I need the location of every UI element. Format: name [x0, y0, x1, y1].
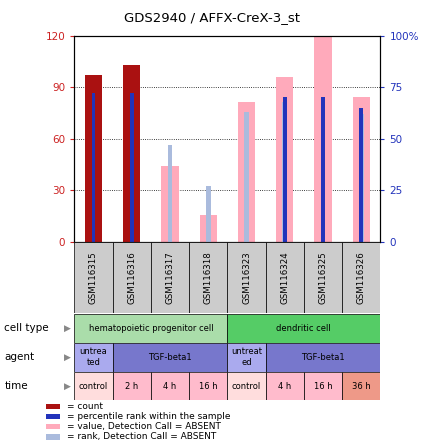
Text: 4 h: 4 h — [163, 381, 177, 391]
Bar — [85, 75, 102, 242]
Text: 36 h: 36 h — [352, 381, 371, 391]
Bar — [276, 77, 293, 242]
Bar — [266, 372, 304, 400]
Text: 16 h: 16 h — [199, 381, 218, 391]
Text: ▶: ▶ — [64, 353, 71, 362]
Text: ▶: ▶ — [64, 324, 71, 333]
Text: GSM116316: GSM116316 — [127, 251, 136, 304]
Text: ▶: ▶ — [64, 381, 71, 391]
Text: untreat
ed: untreat ed — [231, 348, 262, 367]
Text: = rank, Detection Call = ABSENT: = rank, Detection Call = ABSENT — [67, 432, 216, 441]
Bar — [46, 414, 60, 419]
Text: untrea
ted: untrea ted — [79, 348, 108, 367]
Bar — [167, 145, 173, 242]
Bar — [113, 343, 227, 372]
Text: TGF-beta1: TGF-beta1 — [148, 353, 192, 362]
Bar — [74, 314, 227, 343]
Text: 16 h: 16 h — [314, 381, 332, 391]
Text: GSM116323: GSM116323 — [242, 251, 251, 304]
Bar — [189, 372, 227, 400]
Bar — [46, 434, 60, 440]
Text: = value, Detection Call = ABSENT: = value, Detection Call = ABSENT — [67, 422, 221, 431]
Bar — [46, 404, 60, 409]
Text: 2 h: 2 h — [125, 381, 139, 391]
Bar — [244, 112, 249, 242]
Bar — [85, 93, 102, 242]
Bar — [74, 242, 113, 313]
Bar — [74, 372, 113, 400]
Bar — [283, 98, 286, 242]
Text: 4 h: 4 h — [278, 381, 292, 391]
Bar — [266, 242, 304, 313]
Text: control: control — [232, 381, 261, 391]
Text: control: control — [79, 381, 108, 391]
Bar — [200, 215, 217, 242]
Text: cell type: cell type — [4, 323, 49, 333]
Bar — [320, 102, 326, 242]
Bar — [304, 372, 342, 400]
Text: GSM116318: GSM116318 — [204, 251, 213, 304]
Bar — [360, 108, 363, 242]
Text: GDS2940 / AFFX-CreX-3_st: GDS2940 / AFFX-CreX-3_st — [125, 11, 300, 24]
Bar — [321, 98, 325, 242]
Text: GSM116326: GSM116326 — [357, 251, 366, 304]
Text: GSM116317: GSM116317 — [165, 251, 175, 304]
Text: GSM116315: GSM116315 — [89, 251, 98, 304]
Bar — [46, 424, 60, 429]
Text: = count: = count — [67, 401, 103, 411]
Bar — [206, 186, 211, 242]
Bar — [189, 242, 227, 313]
Bar — [113, 372, 151, 400]
Bar — [314, 19, 332, 242]
Bar — [227, 372, 266, 400]
Bar — [123, 65, 140, 242]
Bar — [238, 102, 255, 242]
Bar — [304, 242, 342, 313]
Text: TGF-beta1: TGF-beta1 — [301, 353, 345, 362]
Text: dendritic cell: dendritic cell — [277, 324, 331, 333]
Bar — [359, 114, 364, 242]
Bar — [353, 98, 370, 242]
Bar — [92, 93, 95, 242]
Text: = percentile rank within the sample: = percentile rank within the sample — [67, 412, 230, 421]
Bar — [227, 343, 266, 372]
Bar — [227, 314, 380, 343]
Bar — [151, 372, 189, 400]
Text: hematopoietic progenitor cell: hematopoietic progenitor cell — [88, 324, 213, 333]
Text: time: time — [4, 381, 28, 391]
Bar — [151, 242, 189, 313]
Text: GSM116324: GSM116324 — [280, 251, 289, 304]
Bar — [113, 242, 151, 313]
Bar — [74, 343, 113, 372]
Bar — [227, 242, 266, 313]
Bar — [162, 166, 178, 242]
Text: agent: agent — [4, 352, 34, 362]
Bar — [342, 372, 380, 400]
Bar — [123, 93, 140, 242]
Bar — [130, 93, 133, 242]
Text: GSM116325: GSM116325 — [318, 251, 328, 304]
Bar — [266, 343, 380, 372]
Bar — [282, 102, 287, 242]
Bar — [342, 242, 380, 313]
